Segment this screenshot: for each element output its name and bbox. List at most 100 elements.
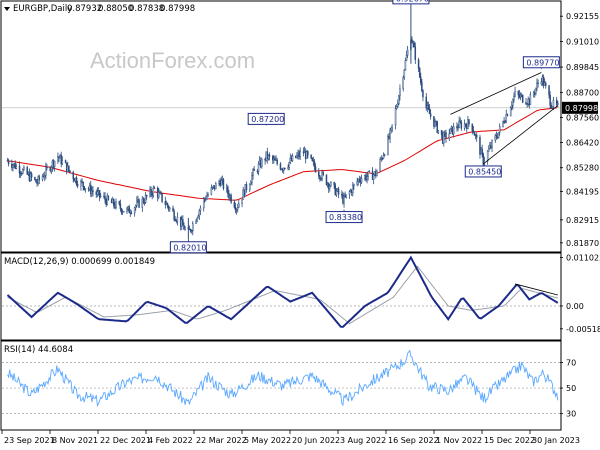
candle-body bbox=[436, 121, 438, 133]
annotation-label: 0.89770 bbox=[526, 58, 559, 67]
candle-body bbox=[299, 151, 301, 157]
candle-body bbox=[91, 190, 93, 195]
candle-body bbox=[352, 185, 354, 194]
candle-body bbox=[491, 139, 493, 148]
candle-body bbox=[38, 176, 41, 181]
candle-body bbox=[327, 183, 330, 189]
candle-body bbox=[164, 201, 167, 205]
candle-body bbox=[143, 202, 146, 204]
candle-body bbox=[506, 114, 509, 117]
annotation-box bbox=[464, 165, 502, 178]
candle-body bbox=[128, 206, 130, 213]
candle-body bbox=[150, 188, 152, 195]
candle-body bbox=[182, 219, 184, 226]
candle-body bbox=[50, 167, 53, 171]
candle-body bbox=[84, 188, 87, 191]
candle-body bbox=[429, 113, 432, 117]
candle-body bbox=[348, 191, 351, 195]
candle-body bbox=[44, 174, 46, 178]
dropdown-triangle-icon[interactable] bbox=[4, 7, 10, 11]
candle-body bbox=[174, 218, 176, 221]
candle-body bbox=[532, 92, 535, 95]
candle-body bbox=[322, 172, 324, 176]
candle-body bbox=[98, 190, 101, 197]
candle-body bbox=[241, 199, 243, 204]
candle-body bbox=[118, 201, 121, 205]
candle-body bbox=[80, 180, 82, 187]
candle-body bbox=[526, 103, 528, 106]
candle-body bbox=[210, 187, 213, 195]
candle-body bbox=[81, 180, 83, 183]
candle-body bbox=[41, 175, 44, 181]
candle-body bbox=[196, 217, 198, 222]
annotation-label: 0.82010 bbox=[173, 243, 206, 252]
x-tick-label: 30 Jan 2023 bbox=[532, 436, 580, 445]
candle-body bbox=[257, 163, 260, 172]
candle-body bbox=[234, 207, 237, 211]
candle-body bbox=[414, 46, 417, 61]
candle-body bbox=[222, 179, 225, 189]
candle-body bbox=[198, 210, 201, 217]
candle-body bbox=[46, 166, 48, 168]
candle-body bbox=[249, 184, 251, 191]
candle-body bbox=[173, 210, 175, 220]
candle-body bbox=[555, 99, 558, 105]
candle-body bbox=[383, 154, 386, 156]
candle-body bbox=[206, 195, 208, 200]
candle-body bbox=[459, 120, 461, 123]
candle-body bbox=[468, 119, 470, 125]
candle-body bbox=[345, 194, 347, 198]
candle-body bbox=[276, 159, 278, 165]
candle-body bbox=[548, 85, 550, 96]
candle-body bbox=[487, 148, 490, 152]
candle-body bbox=[402, 77, 404, 90]
candle-body bbox=[325, 174, 328, 186]
moving-average-line bbox=[7, 107, 557, 201]
candle-body bbox=[341, 193, 343, 196]
candle-body bbox=[463, 123, 466, 129]
annotation-box bbox=[169, 241, 207, 254]
candle-body bbox=[320, 178, 322, 180]
candle-body bbox=[337, 188, 340, 195]
annotation-box bbox=[247, 112, 285, 125]
price-y-tick-label: 0.92155 bbox=[566, 12, 599, 21]
candle-body bbox=[192, 223, 194, 231]
candle-body bbox=[389, 129, 391, 139]
candle-body bbox=[161, 193, 163, 202]
candle-body bbox=[252, 169, 254, 176]
candle-body bbox=[334, 184, 337, 196]
price-y-tick-label: 0.91010 bbox=[566, 37, 599, 46]
candle-body bbox=[245, 184, 248, 191]
annotation-box bbox=[522, 56, 560, 69]
annotation-label: 0.87200 bbox=[251, 115, 284, 124]
candle-body bbox=[211, 186, 214, 189]
candle-body bbox=[190, 230, 193, 232]
candle-body bbox=[445, 132, 447, 139]
candle-body bbox=[235, 209, 238, 211]
candle-body bbox=[291, 155, 294, 162]
x-tick-label: 8 Nov 2021 bbox=[52, 436, 98, 445]
candle-body bbox=[75, 177, 78, 185]
macd-y-tick-label: 0.00 bbox=[566, 302, 584, 311]
candle-body bbox=[398, 95, 400, 104]
candle-body bbox=[310, 154, 312, 159]
candle-body bbox=[236, 207, 239, 210]
candle-body bbox=[183, 225, 185, 230]
candle-body bbox=[68, 165, 70, 171]
candle-body bbox=[144, 194, 147, 203]
macd-trend-line bbox=[514, 283, 558, 296]
candle-body bbox=[199, 207, 202, 211]
candle-body bbox=[92, 190, 94, 193]
rsi-y-tick-label: 30 bbox=[566, 410, 576, 419]
candle-body bbox=[471, 123, 474, 131]
candle-body bbox=[529, 94, 532, 106]
candle-body bbox=[133, 207, 136, 214]
candle-body bbox=[312, 160, 315, 162]
candle-body bbox=[57, 156, 59, 162]
candle-body bbox=[440, 130, 443, 135]
candle-body bbox=[394, 108, 397, 126]
candle-body bbox=[420, 76, 422, 83]
candle-body bbox=[358, 178, 361, 181]
candle-body bbox=[115, 201, 117, 208]
candle-body bbox=[244, 184, 247, 197]
